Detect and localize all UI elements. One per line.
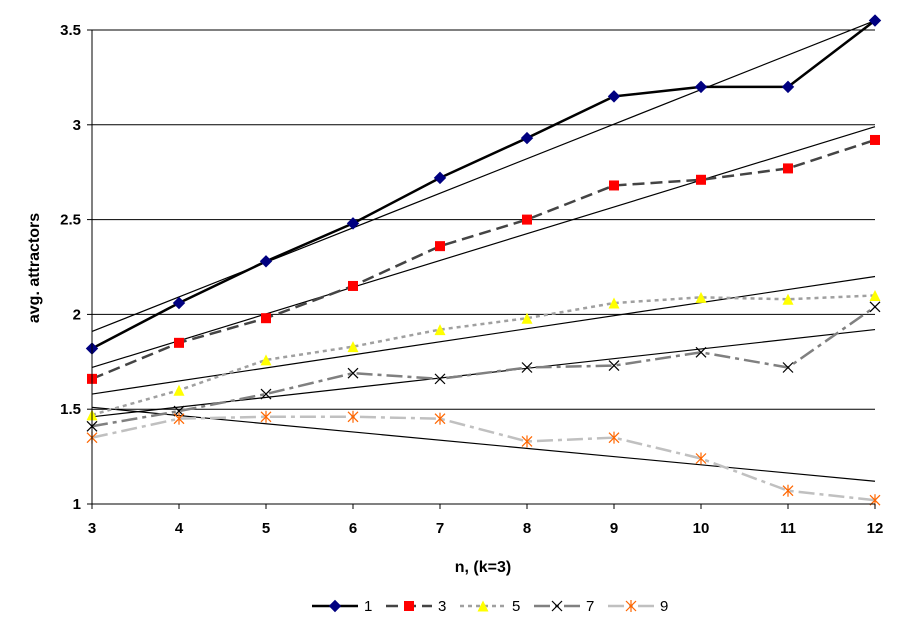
legend-label-series-3: 3 [438,598,446,615]
x-tick-label: 4 [175,520,184,537]
x-tick-label: 12 [867,520,884,537]
legend-marker-series-5 [477,600,489,612]
data-point-series-3 [348,280,358,291]
x-axis-title: n, (k=3) [455,559,511,576]
marker-stroke [551,600,563,612]
legend-label-series-1: 1 [364,598,372,615]
data-point-series-1 [172,296,186,310]
y-tick-label: 1.5 [60,401,81,418]
tick-labels: 1 1.5 2 2.5 3 3.5 3 4 5 6 7 8 9 10 11 12 [60,22,883,537]
data-point-series-5 [869,289,881,301]
data-point-series-7 [173,405,185,417]
legend-label-series-7: 7 [586,598,594,615]
x-tick-label: 6 [349,520,357,537]
data-point-series-5 [521,312,533,324]
x-tick-label: 7 [436,520,444,537]
marker-stroke [608,360,620,372]
data-point-series-3 [609,180,619,191]
axes [87,29,876,509]
legend-marker-series-7 [551,600,563,612]
x-tick-label: 9 [610,520,618,537]
marker-stroke [173,405,185,417]
y-axis-title: avg. attractors [26,213,43,323]
plot-series [85,14,882,507]
marker-stroke [782,362,794,373]
data-point-series-3 [435,241,445,252]
series-line-3 [91,138,876,381]
y-tick-label: 3.5 [60,22,81,39]
x-tick-label: 5 [262,520,270,537]
y-tick-label: 1 [73,496,81,513]
marker-stroke [521,362,533,373]
data-point-series-7 [869,301,881,313]
x-tick-label: 10 [693,520,710,537]
data-point-series-7 [434,373,446,385]
data-point-series-1 [259,255,273,268]
data-point-series-1 [694,80,708,94]
series-line-5 [91,294,876,417]
data-point-series-5 [695,291,707,303]
data-point-series-3 [696,174,706,185]
data-point-series-7 [347,367,359,379]
x-tick-label: 3 [88,520,96,537]
data-point-series-9 [173,412,185,425]
legend-marker-series-1 [328,599,342,613]
data-point-series-5 [608,297,620,309]
data-point-series-5 [782,293,794,305]
data-point-series-9 [347,410,359,423]
data-point-series-1 [346,217,360,230]
data-point-series-9 [695,452,707,465]
data-point-series-9 [260,410,272,423]
data-point-series-7 [695,346,707,358]
data-point-series-7 [521,362,533,373]
data-point-series-1 [781,80,795,94]
y-tick-label: 2.5 [60,212,81,229]
series-line-1 [91,19,876,350]
marker-stroke [695,346,707,358]
data-point-series-5 [347,341,359,353]
trendline-series-1 [91,19,876,333]
trendline-series-9 [91,406,876,482]
x-tick-label: 8 [523,520,531,537]
data-point-series-3 [870,134,880,145]
x-tick-label: 11 [780,520,796,537]
data-point-series-5 [173,384,185,396]
data-point-series-9 [521,435,533,448]
data-point-series-9 [434,412,446,425]
data-point-series-1 [520,131,534,145]
marker-stroke [260,388,272,400]
marker-stroke [869,301,881,313]
data-point-series-5 [260,354,272,366]
data-point-series-9 [782,484,794,497]
data-point-series-3 [522,214,532,225]
data-point-series-1 [433,171,447,185]
data-point-series-9 [608,431,620,444]
marker-stroke [434,373,446,385]
data-point-series-7 [782,362,794,373]
series-line-9 [91,415,876,502]
data-point-series-1 [868,14,882,27]
legend-marker-series-3 [404,601,414,611]
data-point-series-5 [434,324,446,336]
trendline-series-3 [91,126,876,369]
data-point-series-7 [608,360,620,372]
data-point-series-3 [261,313,271,324]
y-tick-label: 3 [73,117,81,134]
legend: 1 3 5 7 9 [312,598,668,615]
data-point-series-1 [607,90,621,103]
marker-stroke [347,367,359,379]
series-line-7 [91,305,876,428]
legend-label-series-9: 9 [660,598,668,615]
data-point-series-3 [783,163,793,174]
y-tick-label: 2 [73,306,81,323]
data-point-series-3 [174,337,184,348]
data-point-series-7 [260,388,272,400]
legend-label-series-5: 5 [512,598,520,615]
legend-marker-series-9 [625,600,637,612]
